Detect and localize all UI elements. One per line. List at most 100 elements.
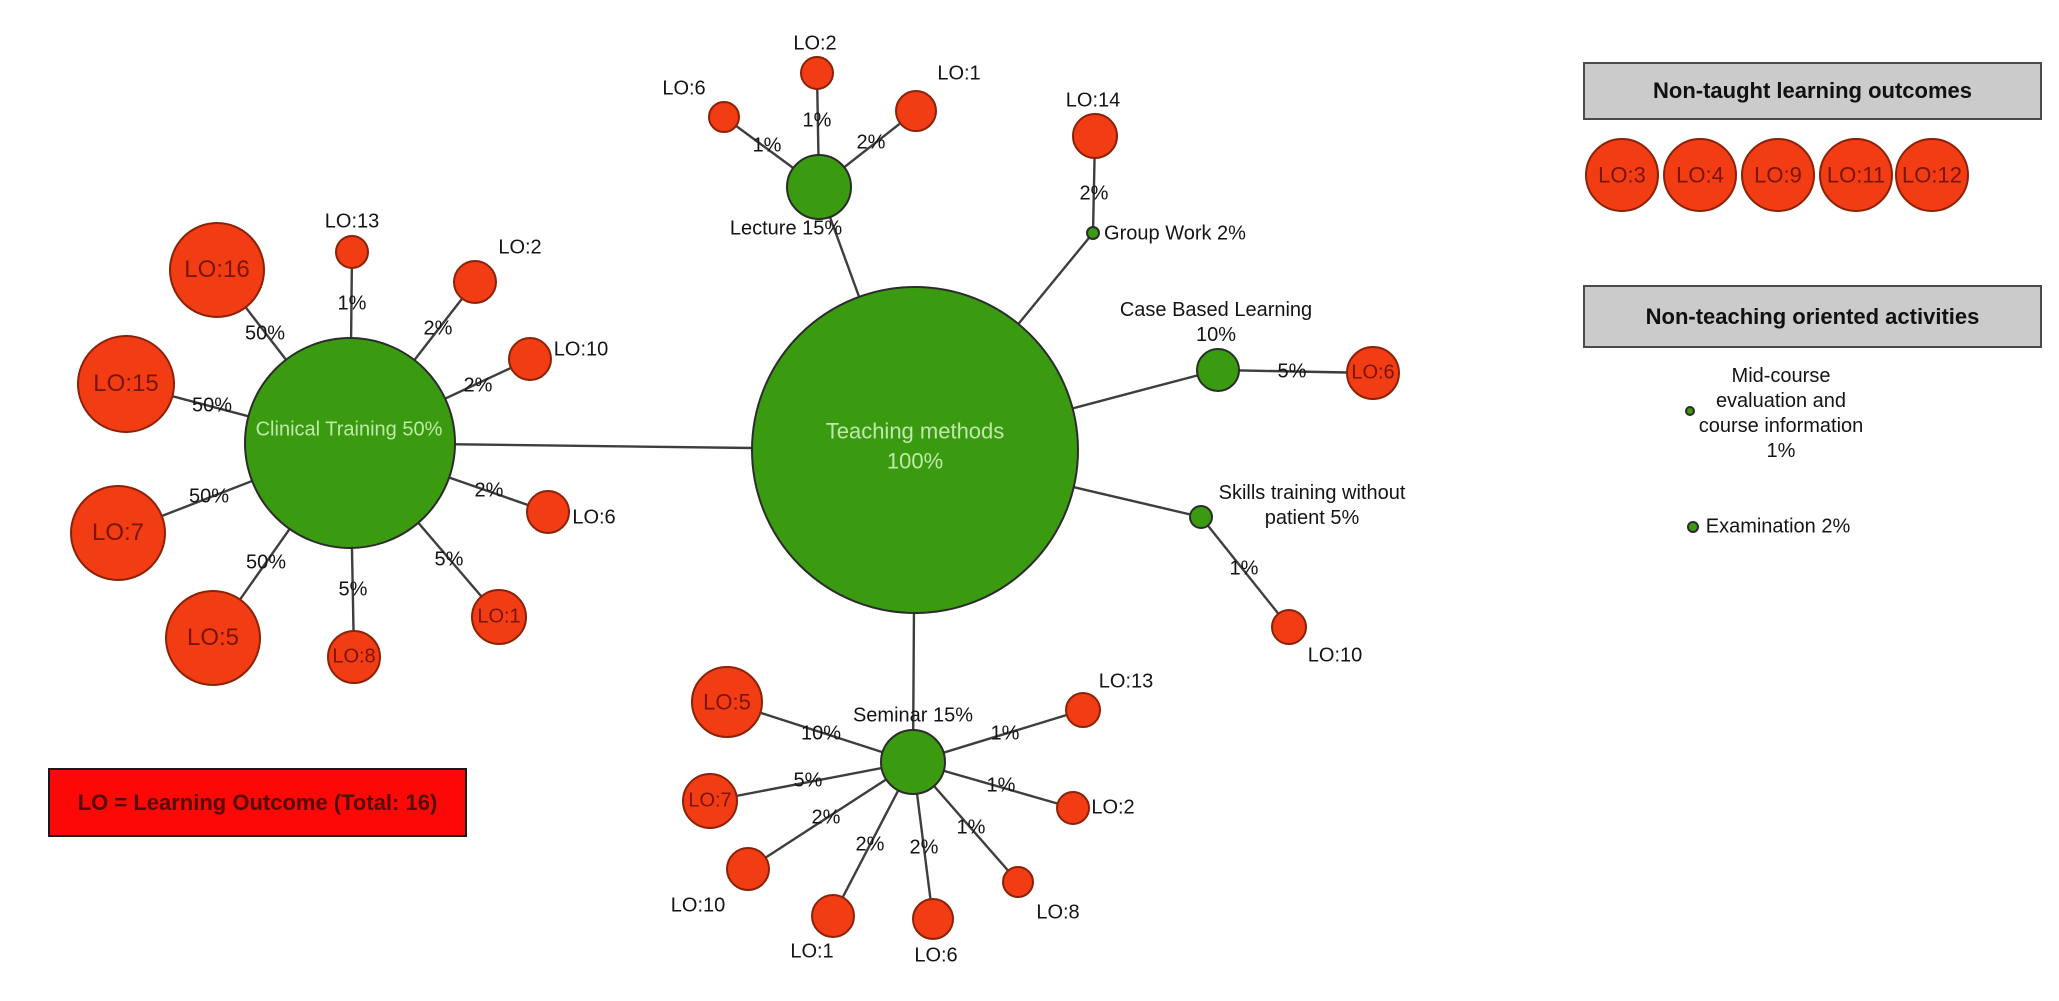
seminar-lo13-pct: 1% xyxy=(990,722,1020,745)
skills-label: Skills training without patient 5% xyxy=(1218,482,1406,529)
lecture-node xyxy=(786,154,852,220)
nontaught-lo3-label: LO:3 xyxy=(1598,162,1646,188)
seminar-lo6-node xyxy=(912,898,954,940)
nontaught-lo12-label: LO:12 xyxy=(1902,162,1962,188)
seminar-lo7-pct: 5% xyxy=(793,769,823,792)
groupwork-lo14-pct: 2% xyxy=(1079,182,1109,205)
clinical-lo6-node xyxy=(526,490,570,534)
lecture-lo1-node xyxy=(895,90,937,132)
seminar-lo7-label: LO:7 xyxy=(688,789,732,812)
nontaught-lo12-node xyxy=(1895,138,1969,212)
seminar-lo6-pct: 2% xyxy=(909,836,939,859)
seminar-node xyxy=(880,729,946,795)
seminar-lo10-label: LO:10 xyxy=(670,894,726,917)
nontaught-lo11-node xyxy=(1819,138,1893,212)
nontaught-lo9-node xyxy=(1741,138,1815,212)
clinical-lo10-label: LO:10 xyxy=(553,338,609,361)
non-taught-title: Non-taught learning outcomes xyxy=(1653,78,1972,103)
clinical-lo7-pct: 50% xyxy=(188,485,230,508)
mid-course-label: Mid-course evaluation and course informa… xyxy=(1698,365,1864,462)
casebased-lo6-node xyxy=(1346,346,1400,400)
teaching-methods-node xyxy=(751,286,1079,614)
clinical-lo2-pct: 2% xyxy=(423,317,453,340)
clinical-lo1-label: LO:1 xyxy=(477,605,521,628)
clinical-lo8-label: LO:8 xyxy=(332,645,376,668)
lecture-lo2-pct: 1% xyxy=(802,109,832,132)
seminar-label: Seminar 15% xyxy=(852,704,974,727)
seminar-lo8-label: LO:8 xyxy=(1036,901,1080,924)
lecture-lo6-node xyxy=(708,101,740,133)
nontaught-lo3-node xyxy=(1585,138,1659,212)
nontaught-lo4-node xyxy=(1663,138,1737,212)
examination-dot xyxy=(1687,521,1699,533)
clinical-lo16-pct: 50% xyxy=(244,322,286,345)
seminar-lo10-pct: 2% xyxy=(811,806,841,829)
clinical-lo7-node xyxy=(70,485,166,581)
mid-course-dot xyxy=(1685,406,1695,416)
lecture-lo6-label: LO:6 xyxy=(662,77,706,100)
clinical-lo1-pct: 5% xyxy=(434,548,464,571)
lecture-lo6-pct: 1% xyxy=(752,134,782,157)
seminar-lo2-pct: 1% xyxy=(986,774,1016,797)
green-node-group xyxy=(244,154,1699,795)
seminar-lo2-label: LO:2 xyxy=(1091,796,1135,819)
clinical-lo8-node xyxy=(327,630,381,684)
groupwork-lo14-label: LO:14 xyxy=(1065,89,1121,112)
clinical-lo16-label: LO:16 xyxy=(184,256,250,283)
teaching-methods-label: Teaching methods 100% xyxy=(825,418,1005,473)
lecture-lo2-label: LO:2 xyxy=(793,32,837,55)
seminar-lo5-pct: 10% xyxy=(800,722,842,745)
skills-node xyxy=(1189,505,1213,529)
clinical-lo15-pct: 50% xyxy=(191,394,233,417)
seminar-lo10-node xyxy=(726,847,770,891)
skills-lo10-pct: 1% xyxy=(1229,557,1259,580)
clinical-lo15-node xyxy=(77,335,175,433)
nontaught-lo9-label: LO:9 xyxy=(1754,162,1802,188)
red-node-group xyxy=(70,56,1969,940)
clinical-lo13-label: LO:13 xyxy=(324,210,380,233)
non-teaching-header: Non-teaching oriented activities xyxy=(1583,285,2042,348)
nontaught-lo4-label: LO:4 xyxy=(1676,162,1724,188)
clinical-lo15-label: LO:15 xyxy=(93,370,159,397)
non-teaching-title: Non-teaching oriented activities xyxy=(1645,303,1980,329)
case-based-node xyxy=(1196,348,1240,392)
group-work-label: Group Work 2% xyxy=(1104,222,1246,245)
non-taught-header: Non-taught learning outcomes xyxy=(1583,62,2042,120)
casebased-lo6-pct: 5% xyxy=(1277,360,1307,383)
nontaught-lo11-label: LO:11 xyxy=(1826,162,1886,188)
clinical-lo13-node xyxy=(335,235,369,269)
clinical-lo1-node xyxy=(471,589,527,645)
clinical-lo5-label: LO:5 xyxy=(186,624,240,651)
clinical-lo13-pct: 1% xyxy=(337,292,367,315)
casebased-lo6-label: LO:6 xyxy=(1351,361,1395,384)
seminar-lo8-node xyxy=(1002,866,1034,898)
clinical-lo2-node xyxy=(453,260,497,304)
skills-lo10-node xyxy=(1271,609,1307,645)
clinical-training-node xyxy=(244,337,456,549)
seminar-lo1-label: LO:1 xyxy=(790,940,834,963)
clinical-training-label: Clinical Training 50% xyxy=(255,418,443,441)
clinical-lo7-label: LO:7 xyxy=(91,519,145,546)
lecture-lo1-pct: 2% xyxy=(856,131,886,154)
seminar-lo13-node xyxy=(1065,692,1101,728)
clinical-lo6-label: LO:6 xyxy=(572,506,616,529)
edge-skills-lo10 xyxy=(1200,516,1290,628)
group-work-node xyxy=(1086,226,1100,240)
lecture-lo2-node xyxy=(800,56,834,90)
lecture-lo1-label: LO:1 xyxy=(937,62,981,85)
clinical-lo16-node xyxy=(169,222,265,318)
clinical-lo5-pct: 50% xyxy=(245,551,287,574)
seminar-lo5-node xyxy=(691,666,763,738)
clinical-lo10-pct: 2% xyxy=(463,374,493,397)
clinical-lo2-label: LO:2 xyxy=(498,236,542,259)
clinical-lo5-node xyxy=(165,590,261,686)
seminar-lo13-label: LO:13 xyxy=(1098,670,1154,693)
legend-label: LO = Learning Outcome (Total: 16) xyxy=(77,789,438,815)
seminar-lo5-label: LO:5 xyxy=(703,689,751,715)
seminar-lo8-pct: 1% xyxy=(956,816,986,839)
skills-lo10-label: LO:10 xyxy=(1307,644,1363,667)
edge-seminar-lo7 xyxy=(709,760,914,803)
seminar-lo2-node xyxy=(1056,791,1090,825)
